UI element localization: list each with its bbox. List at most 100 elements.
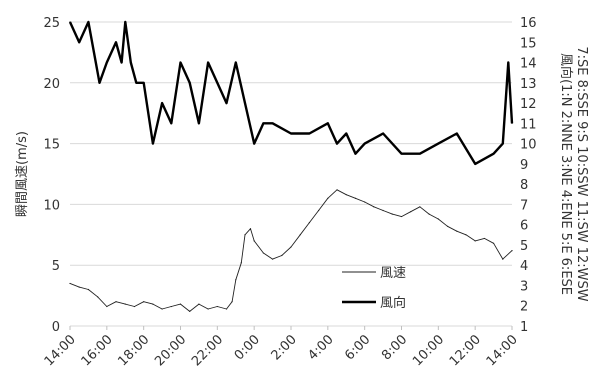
y2-tick-label: 16 (520, 16, 537, 31)
y2-tick-label: 10 (520, 138, 537, 153)
y2-tick-label: 5 (520, 239, 528, 254)
y-axis-title: 瞬間風速(m/s) (15, 131, 30, 217)
data-point (492, 153, 495, 155)
data-point (189, 310, 191, 313)
data-point (354, 153, 357, 155)
y2-tick-label: 4 (520, 259, 528, 274)
data-point (124, 303, 126, 305)
x-tick-label: 4:00 (305, 332, 336, 363)
data-point (308, 132, 311, 135)
data-point (474, 163, 476, 165)
data-point (308, 222, 311, 224)
y2-tick-label: 15 (520, 36, 537, 51)
data-point (231, 301, 233, 303)
data-point (179, 303, 182, 305)
data-point (207, 61, 209, 64)
data-point (391, 213, 393, 215)
data-point (244, 102, 246, 104)
y2-axis-title-line2: 7:SE 8:SSE 9:S 10:SSW 11:SW 12:WSW (574, 46, 589, 301)
data-point (198, 303, 200, 305)
y2-axis-title-line1: 風向(1:N 2:NNE 3:NE 4:ENE 5:E 6:ESE (558, 53, 574, 295)
data-point (336, 189, 338, 191)
y2-tick-label: 1 (520, 320, 528, 335)
data-point (87, 288, 90, 291)
y2-tick-label: 2 (520, 300, 528, 315)
data-point (400, 215, 403, 218)
y2-tick-label: 9 (520, 158, 528, 173)
data-point (511, 250, 513, 252)
data-point (281, 254, 283, 257)
data-point (106, 61, 108, 64)
data-point (483, 237, 485, 240)
data-point (120, 61, 123, 64)
series-line-wind-speed (69, 189, 513, 312)
data-point (474, 240, 476, 242)
data-point (152, 143, 154, 145)
data-point (290, 246, 292, 248)
data-point (189, 82, 191, 84)
y2-tick-label: 3 (520, 279, 528, 294)
data-point (170, 122, 172, 124)
data-point (290, 132, 292, 135)
x-tick-label: 12:00 (447, 332, 484, 369)
data-point (133, 305, 136, 308)
data-point (400, 153, 403, 155)
data-point (456, 230, 458, 232)
data-point (345, 194, 347, 196)
x-tick-label: 10:00 (410, 332, 447, 369)
x-tick-label: 14:00 (484, 332, 521, 369)
y-tick-label: 25 (43, 16, 60, 31)
data-point (299, 234, 301, 236)
data-point (98, 82, 101, 84)
data-point (130, 61, 132, 64)
data-point (492, 242, 495, 244)
x-tick-label: 6:00 (342, 332, 373, 363)
data-point (225, 308, 228, 310)
data-point (143, 301, 145, 303)
data-point (465, 234, 467, 236)
data-point (364, 143, 366, 145)
data-point (419, 153, 421, 155)
data-point (419, 206, 421, 208)
y-tick-label: 10 (43, 198, 60, 213)
y-tick-label: 20 (43, 77, 60, 92)
data-point (511, 122, 513, 124)
y2-tick-label: 11 (520, 117, 537, 132)
data-point (318, 209, 320, 212)
data-point (253, 240, 255, 242)
x-tick-label: 8:00 (379, 332, 410, 363)
x-tick-label: 2:00 (269, 332, 300, 363)
data-point (97, 296, 99, 298)
data-point (456, 132, 458, 135)
x-tick-label: 0:00 (232, 332, 263, 363)
data-point (502, 143, 504, 145)
y2-tick-label: 12 (520, 97, 537, 112)
data-point (207, 308, 209, 310)
legend-label: 風向 (380, 295, 406, 311)
y-tick-label: 5 (52, 259, 60, 274)
data-point (271, 258, 274, 260)
data-point (382, 132, 384, 135)
data-point (78, 286, 80, 288)
data-point (216, 82, 218, 84)
data-point (336, 143, 338, 145)
data-point (161, 102, 163, 104)
grid-lines (70, 21, 512, 327)
data-point (179, 61, 182, 64)
data-point (249, 228, 252, 230)
x-tick-label: 16:00 (79, 332, 116, 369)
data-point (327, 122, 329, 124)
data-point (253, 143, 255, 145)
data-point (345, 132, 347, 135)
data-point (382, 209, 384, 212)
y-tick-label: 0 (52, 320, 60, 335)
series-layer (68, 20, 514, 313)
data-point (225, 102, 228, 104)
data-point (115, 301, 117, 303)
data-point (69, 282, 71, 285)
data-point (244, 234, 246, 236)
y2-tick-label: 13 (520, 77, 537, 92)
data-point (240, 262, 242, 264)
